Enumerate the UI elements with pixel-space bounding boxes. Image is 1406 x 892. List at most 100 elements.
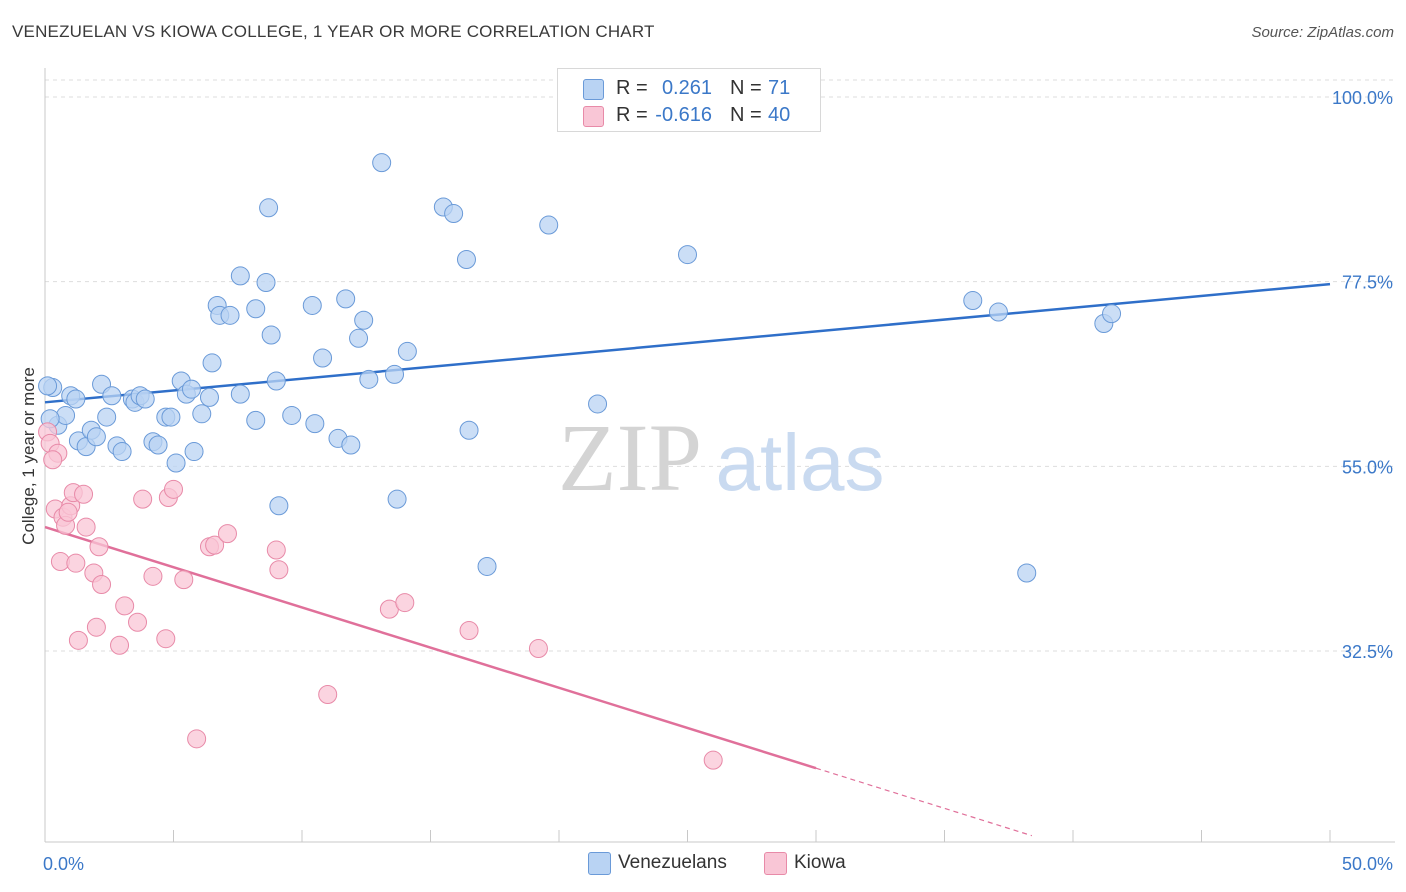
venezuelan-point[interactable] [112, 442, 132, 462]
venezuelan-point[interactable] [539, 215, 559, 235]
venezuelan-point[interactable] [97, 407, 117, 427]
venezuelan-point[interactable] [313, 348, 333, 368]
x-tick-label: 0.0% [43, 854, 84, 874]
legend-n-value: 40 [768, 104, 791, 126]
legend-n-value: 71 [768, 77, 791, 99]
chart-title: VENEZUELAN VS KIOWA COLLEGE, 1 YEAR OR M… [12, 22, 655, 41]
venezuelan-point[interactable] [459, 420, 479, 440]
venezuelan-point[interactable] [341, 435, 361, 455]
kiowa-point[interactable] [76, 517, 96, 537]
kiowa-point[interactable] [205, 535, 225, 555]
y-axis-title: College, 1 year or more [19, 367, 38, 545]
kiowa-point[interactable] [187, 729, 207, 749]
kiowa-point[interactable] [143, 566, 163, 586]
venezuelan-point[interactable] [246, 410, 266, 430]
watermark-zip: ZIP [558, 404, 702, 511]
venezuelan-point[interactable] [349, 328, 369, 348]
venezuelan-point[interactable] [256, 272, 276, 292]
venezuelan-point[interactable] [305, 414, 325, 434]
venezuelan-point[interactable] [38, 376, 58, 396]
kiowa-point[interactable] [43, 450, 63, 470]
venezuelan-point[interactable] [86, 427, 106, 447]
kiowa-point[interactable] [395, 593, 415, 613]
venezuelan-point[interactable] [192, 404, 212, 424]
venezuelan-point[interactable] [181, 379, 201, 399]
kiowa-point[interactable] [66, 553, 86, 573]
axis-labels: College, 1 year or more 32.5% 55.0% 77.5% 1… [19, 88, 1393, 874]
kiowa-point[interactable] [318, 684, 338, 704]
venezuelan-point[interactable] [678, 245, 697, 265]
venezuelan-point[interactable] [354, 310, 374, 330]
venezuelan-point[interactable] [266, 371, 286, 391]
kiowa-point[interactable] [74, 484, 94, 504]
venezuelan-point[interactable] [230, 266, 250, 286]
venezuelan-point[interactable] [385, 364, 405, 384]
venezuelan-point[interactable] [372, 153, 392, 173]
venezuelan-point[interactable] [988, 302, 1008, 322]
kiowa-point[interactable] [528, 639, 548, 659]
venezuelan-point[interactable] [135, 389, 155, 409]
venezuelan-point[interactable] [397, 341, 417, 361]
series-swatch-venezuelans [588, 852, 611, 875]
trend-line-venezuelans [44, 282, 1331, 404]
kiowa-point[interactable] [89, 537, 109, 557]
venezuelan-point[interactable] [66, 389, 86, 409]
data-points [38, 153, 1122, 770]
venezuelan-point[interactable] [336, 289, 356, 309]
kiowa-point[interactable] [86, 617, 106, 637]
kiowa-point[interactable] [703, 750, 723, 770]
kiowa-point[interactable] [68, 630, 88, 650]
venezuelan-point[interactable] [202, 353, 222, 373]
legend-row-kiowa: R = -0.616 N = 40 [558, 101, 820, 129]
legend-row-venezuelans: R = 0.261 N = 71 [558, 74, 820, 102]
venezuelan-point[interactable] [259, 198, 279, 218]
venezuelan-point[interactable] [387, 489, 407, 509]
trend-line-kiowa [44, 525, 817, 770]
kiowa-point[interactable] [133, 489, 153, 509]
series-swatch-kiowa [764, 852, 787, 875]
y-tick-label: 100.0% [1332, 88, 1393, 108]
venezuelan-point[interactable] [148, 435, 168, 455]
kiowa-point[interactable] [128, 612, 148, 632]
venezuelan-point[interactable] [230, 384, 250, 404]
kiowa-point[interactable] [164, 479, 183, 499]
venezuelan-point[interactable] [588, 394, 608, 414]
venezuelan-point[interactable] [302, 295, 322, 315]
venezuelan-point[interactable] [56, 405, 76, 425]
venezuelan-point[interactable] [1102, 304, 1122, 324]
venezuelan-point[interactable] [220, 305, 240, 325]
venezuelan-point[interactable] [161, 407, 181, 427]
legend-swatch-kiowa [583, 106, 604, 127]
venezuelan-point[interactable] [199, 387, 219, 407]
y-tick-label: 32.5% [1342, 642, 1393, 662]
kiowa-point[interactable] [110, 635, 130, 655]
kiowa-point[interactable] [174, 570, 194, 590]
legend-r-label: R = [616, 104, 648, 126]
kiowa-point[interactable] [459, 620, 479, 640]
venezuelan-point[interactable] [102, 386, 122, 406]
kiowa-point[interactable] [115, 596, 135, 616]
watermark: ZIP atlas [558, 404, 884, 511]
venezuelan-point[interactable] [166, 453, 186, 473]
kiowa-point[interactable] [269, 560, 289, 580]
venezuelan-point[interactable] [246, 299, 266, 319]
venezuelan-point[interactable] [444, 204, 464, 224]
y-tick-label: 55.0% [1342, 457, 1393, 477]
kiowa-point[interactable] [217, 524, 237, 544]
gridlines [45, 79, 1395, 652]
kiowa-point[interactable] [266, 540, 286, 560]
venezuelan-point[interactable] [477, 556, 497, 576]
venezuelan-point[interactable] [456, 250, 476, 270]
kiowa-point[interactable] [92, 575, 112, 595]
kiowa-point[interactable] [156, 629, 176, 649]
venezuelan-point[interactable] [269, 496, 289, 516]
venezuelan-point[interactable] [963, 291, 983, 311]
venezuelan-point[interactable] [184, 442, 204, 462]
venezuelan-point[interactable] [261, 325, 281, 345]
kiowa-point[interactable] [58, 502, 78, 522]
venezuelan-point[interactable] [359, 369, 379, 389]
venezuelan-point[interactable] [282, 405, 302, 425]
venezuelan-point[interactable] [1017, 563, 1037, 583]
